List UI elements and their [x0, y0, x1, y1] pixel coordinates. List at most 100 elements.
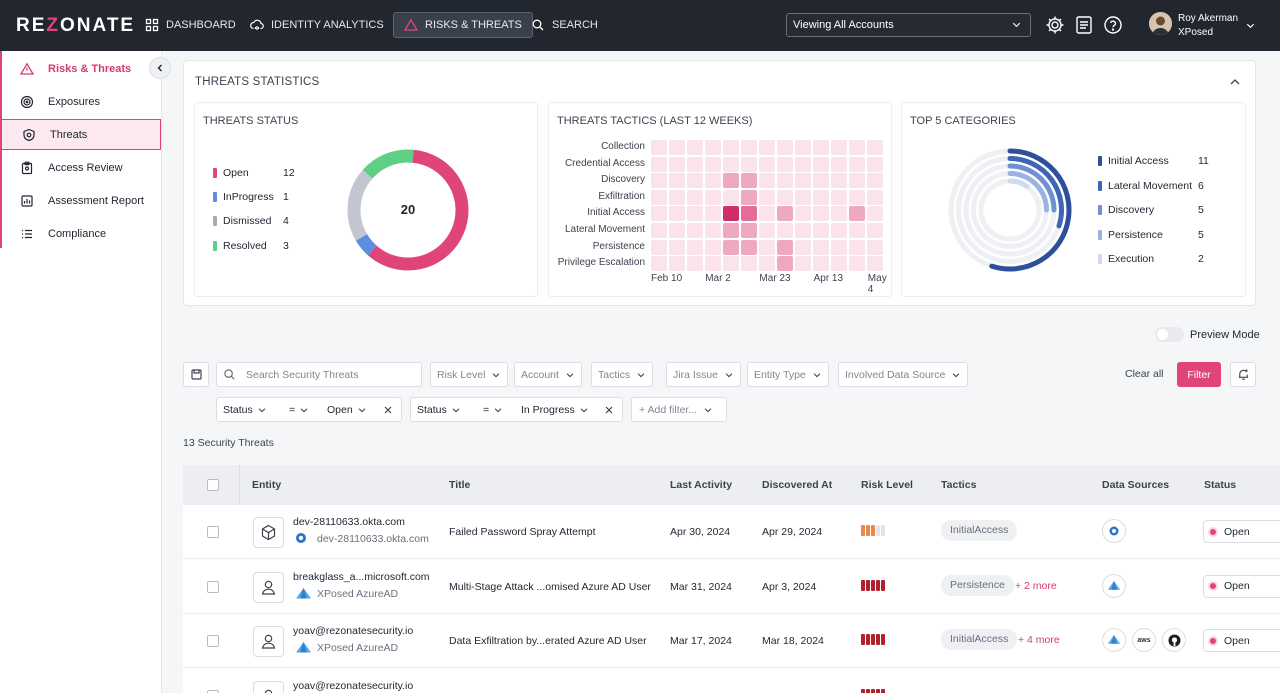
table-row[interactable]: breakglass_a...microsoft.com XPosed Azure…: [183, 559, 1280, 614]
col-title[interactable]: Title: [449, 479, 471, 491]
heatmap-cell[interactable]: [741, 206, 757, 222]
status-select[interactable]: Open: [1203, 520, 1280, 543]
heatmap-cell[interactable]: [867, 223, 883, 238]
heatmap-cell[interactable]: [687, 156, 703, 172]
heatmap-cell[interactable]: [705, 173, 721, 189]
heatmap-cell[interactable]: [669, 140, 685, 155]
more-tactics-link[interactable]: + 4 more: [1018, 634, 1060, 646]
heatmap-cell[interactable]: [849, 256, 865, 272]
heatmap-cell[interactable]: [723, 156, 739, 172]
heatmap-cell[interactable]: [831, 173, 847, 189]
heatmap-cell[interactable]: [795, 156, 811, 172]
heatmap-cell[interactable]: [705, 256, 721, 272]
chip-operator[interactable]: =: [289, 404, 309, 416]
heatmap-cell[interactable]: [759, 156, 775, 172]
filter-tactics[interactable]: Tactics: [591, 362, 654, 387]
heatmap-cell[interactable]: [687, 256, 703, 272]
heatmap-cell[interactable]: [741, 189, 757, 205]
heatmap-cell[interactable]: [867, 206, 883, 222]
heatmap-cell[interactable]: [777, 156, 793, 172]
clear-all-button[interactable]: Clear all: [1125, 368, 1164, 380]
heatmap-cell[interactable]: [669, 206, 685, 222]
heatmap-cell[interactable]: [849, 156, 865, 172]
filter-button[interactable]: Filter: [1177, 362, 1221, 387]
heatmap-cell[interactable]: [669, 156, 685, 172]
heatmap-cell[interactable]: [795, 256, 811, 272]
heatmap-cell[interactable]: [813, 239, 829, 255]
heatmap-cell[interactable]: [669, 223, 685, 238]
gear-icon[interactable]: [1044, 14, 1066, 36]
col-discovered-at[interactable]: Discovered At: [762, 479, 833, 491]
heatmap-cell[interactable]: [705, 156, 721, 172]
heatmap-cell[interactable]: [849, 223, 865, 238]
account-select[interactable]: Viewing All Accounts: [786, 13, 1031, 37]
heatmap-cell[interactable]: [723, 140, 739, 155]
sidebar-item-risks-threats[interactable]: Risks & Threats: [0, 53, 162, 84]
chip-value[interactable]: Open: [327, 404, 367, 416]
document-list-icon[interactable]: [1073, 14, 1095, 36]
entity-name[interactable]: yoav@rezonatesecurity.io: [293, 679, 414, 692]
heatmap-cell[interactable]: [759, 223, 775, 238]
sidebar-item-threats[interactable]: Threats: [1, 119, 161, 150]
col-entity[interactable]: Entity: [252, 479, 282, 491]
more-tactics-link[interactable]: + 2 more: [1015, 579, 1057, 592]
heatmap-cell[interactable]: [867, 239, 883, 255]
heatmap-cell[interactable]: [849, 239, 865, 255]
col-status[interactable]: Status: [1204, 479, 1237, 491]
heatmap-cell[interactable]: [687, 189, 703, 205]
chip-value[interactable]: In Progress: [521, 404, 589, 416]
table-row[interactable]: yoav@rezonatesecurity.io XPosed AzureAD Da…: [183, 614, 1280, 668]
heatmap-cell[interactable]: [813, 206, 829, 222]
heatmap-cell[interactable]: [795, 206, 811, 222]
heatmap-cell[interactable]: [669, 189, 685, 205]
filter-chip-status-in-progress[interactable]: Status = In Progress: [410, 397, 623, 422]
chevron-down-icon[interactable]: [1245, 20, 1256, 31]
nav-dashboard[interactable]: DASHBOARD: [135, 12, 246, 38]
threat-title[interactable]: Multi-Stage Attack ...omised Azure AD Us…: [449, 580, 651, 593]
heatmap-cell[interactable]: [723, 189, 739, 205]
save-view-button[interactable]: [183, 362, 209, 387]
status-select[interactable]: Open: [1203, 629, 1280, 652]
toggle-switch[interactable]: [1155, 327, 1184, 342]
heatmap-cell[interactable]: [813, 173, 829, 189]
heatmap-cell[interactable]: [759, 189, 775, 205]
entity-name[interactable]: dev-28110633.okta.com: [293, 516, 405, 528]
avatar[interactable]: [1149, 12, 1172, 35]
close-icon[interactable]: [383, 405, 393, 415]
heatmap-cell[interactable]: [651, 156, 667, 172]
table-row[interactable]: yoav@rezonatesecurity.io: [183, 668, 1280, 693]
filter-account[interactable]: Account: [514, 362, 582, 387]
donut-segment-resolved[interactable]: [362, 149, 414, 179]
heatmap-cell[interactable]: [849, 189, 865, 205]
heatmap-cell[interactable]: [813, 140, 829, 155]
heatmap-cell[interactable]: [831, 256, 847, 272]
sidebar-item-access-review[interactable]: Access Review: [0, 152, 162, 183]
heatmap-cell[interactable]: [759, 173, 775, 189]
donut-segment-inprogress[interactable]: [355, 233, 377, 256]
heatmap-cell[interactable]: [723, 239, 739, 255]
status-select[interactable]: Open: [1203, 574, 1280, 598]
heatmap-cell[interactable]: [831, 156, 847, 172]
heatmap-cell[interactable]: [741, 256, 757, 272]
row-checkbox[interactable]: [207, 689, 219, 693]
chip-field[interactable]: Status: [223, 404, 267, 416]
chevron-up-icon[interactable]: [1229, 76, 1241, 88]
heatmap-cell[interactable]: [723, 256, 739, 272]
heatmap-cell[interactable]: [777, 223, 793, 238]
heatmap-cell[interactable]: [651, 173, 667, 189]
heatmap-cell[interactable]: [741, 223, 757, 238]
heatmap-cell[interactable]: [867, 156, 883, 172]
nav-identity-analytics[interactable]: IDENTITY ANALYTICS: [240, 12, 394, 38]
sidebar-item-assessment-report[interactable]: Assessment Report: [0, 185, 162, 216]
filter-involved-data-source[interactable]: Involved Data Source: [838, 362, 969, 387]
heatmap-cell[interactable]: [813, 223, 829, 238]
heatmap-cell[interactable]: [831, 223, 847, 238]
heatmap-cell[interactable]: [813, 256, 829, 272]
heatmap-cell[interactable]: [759, 256, 775, 272]
heatmap-cell[interactable]: [867, 173, 883, 189]
sidebar-item-exposures[interactable]: Exposures: [0, 86, 162, 117]
filter-entity-type[interactable]: Entity Type: [747, 362, 829, 387]
heatmap-cell[interactable]: [795, 239, 811, 255]
row-checkbox[interactable]: [207, 635, 219, 647]
heatmap-cell[interactable]: [759, 140, 775, 155]
